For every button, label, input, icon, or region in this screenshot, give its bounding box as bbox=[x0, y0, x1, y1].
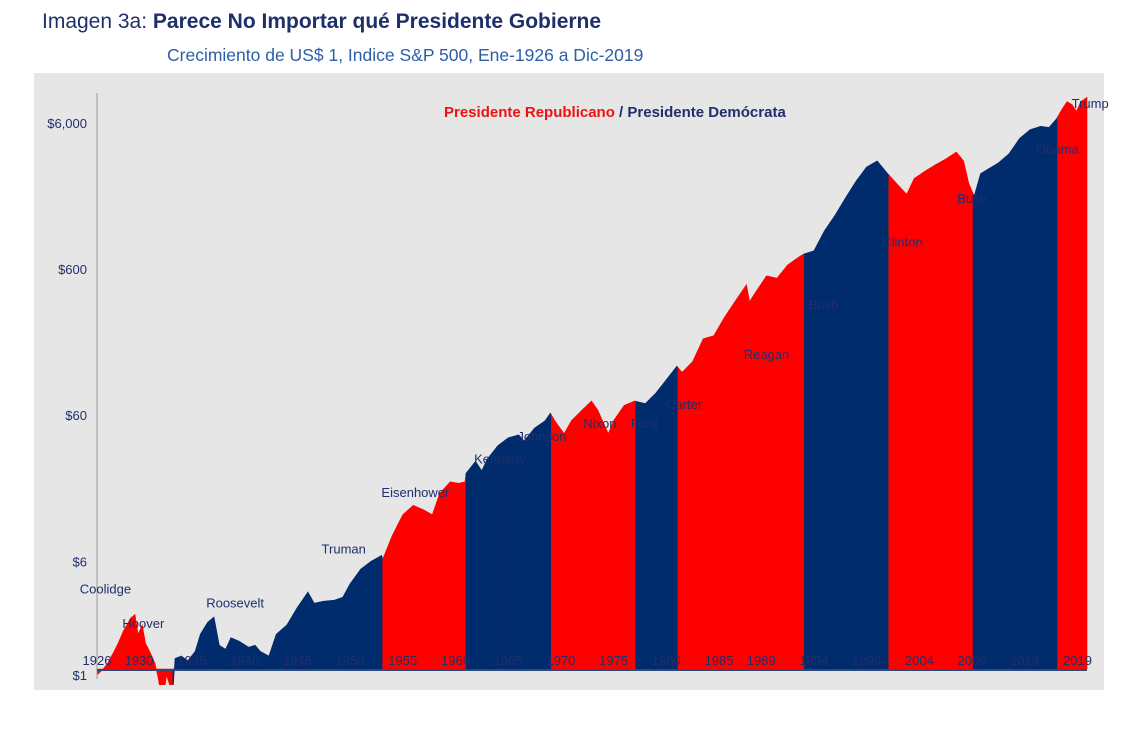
president-label-0: Coolidge bbox=[80, 582, 131, 597]
x-tick-label-14: 1994 bbox=[799, 653, 828, 668]
x-tick-label-19: 2019 bbox=[1063, 653, 1092, 668]
title-prefix: Imagen 3a: bbox=[42, 10, 148, 33]
president-label-3: Truman bbox=[322, 541, 366, 556]
page-subtitle: Crecimiento de US$ 1, Indice S&P 500, En… bbox=[167, 45, 644, 65]
president-label-13: Bush bbox=[957, 191, 987, 206]
term-band-13 bbox=[888, 151, 974, 670]
x-tick-label-12: 1985 bbox=[705, 653, 734, 668]
x-tick-label-1: 1930 bbox=[125, 653, 154, 668]
legend-democrat: Presidente Demócrata bbox=[627, 104, 786, 121]
president-label-12: Clinton bbox=[882, 234, 922, 249]
president-label-14: Obama bbox=[1036, 142, 1079, 157]
president-label-2: Roosevelt bbox=[206, 595, 264, 610]
y-tick-label-2: $60 bbox=[65, 408, 87, 423]
y-tick-label-0: $1 bbox=[73, 668, 87, 683]
x-tick-label-15: 1999 bbox=[852, 653, 881, 668]
president-label-7: Nixon bbox=[583, 416, 616, 431]
y-tick-label-3: $600 bbox=[58, 262, 87, 277]
president-label-5: Kennedy bbox=[474, 452, 526, 467]
term-band-2 bbox=[172, 601, 301, 685]
x-tick-label-3: 1940 bbox=[230, 653, 259, 668]
term-band-3 bbox=[300, 554, 383, 670]
x-tick-label-17: 2009 bbox=[958, 653, 987, 668]
x-tick-label-0: 1926 bbox=[83, 653, 112, 668]
page-title: Imagen 3a: Parece No Importar qué Presid… bbox=[42, 10, 601, 34]
title-main: Parece No Importar qué Presidente Gobier… bbox=[152, 10, 602, 33]
x-tick-label-9: 1970 bbox=[546, 653, 575, 668]
x-tick-label-2: 1935 bbox=[177, 653, 206, 668]
term-band-8 bbox=[609, 400, 637, 670]
chart-legend: Presidente Republicano / Presidente Demó… bbox=[444, 104, 786, 121]
president-label-9: Carter bbox=[666, 397, 703, 412]
term-band-12 bbox=[804, 160, 890, 670]
x-tick-label-5: 1950 bbox=[336, 653, 365, 668]
president-label-1: Hoover bbox=[122, 616, 165, 631]
term-band-14 bbox=[972, 116, 1058, 670]
president-label-8: Ford bbox=[631, 416, 658, 431]
legend-republican: Presidente Republicano bbox=[444, 104, 615, 121]
president-label-6: Johnson bbox=[517, 429, 566, 444]
president-label-11: Bush bbox=[809, 297, 839, 312]
term-band-4 bbox=[382, 473, 467, 670]
x-tick-label-4: 1945 bbox=[283, 653, 312, 668]
x-tick-label-7: 1960 bbox=[441, 653, 470, 668]
x-tick-label-13: 1989 bbox=[747, 653, 776, 668]
legend-separator: / bbox=[614, 104, 628, 121]
x-tick-label-11: 1980 bbox=[652, 653, 681, 668]
term-band-5 bbox=[465, 446, 497, 670]
term-band-15 bbox=[1057, 96, 1088, 670]
x-tick-label-8: 1965 bbox=[494, 653, 523, 668]
x-tick-label-6: 1955 bbox=[388, 653, 417, 668]
x-tick-label-16: 2004 bbox=[905, 653, 934, 668]
term-band-11 bbox=[762, 253, 805, 670]
president-label-4: Eisenhower bbox=[381, 485, 450, 500]
term-band-10 bbox=[677, 281, 763, 670]
y-tick-label-4: $6,000 bbox=[47, 116, 87, 131]
x-tick-label-10: 1975 bbox=[599, 653, 628, 668]
president-label-15: Trump bbox=[1072, 96, 1109, 111]
y-tick-label-1: $6 bbox=[73, 554, 87, 569]
president-label-10: Reagan bbox=[744, 347, 790, 362]
x-tick-label-18: 2014 bbox=[1010, 653, 1039, 668]
